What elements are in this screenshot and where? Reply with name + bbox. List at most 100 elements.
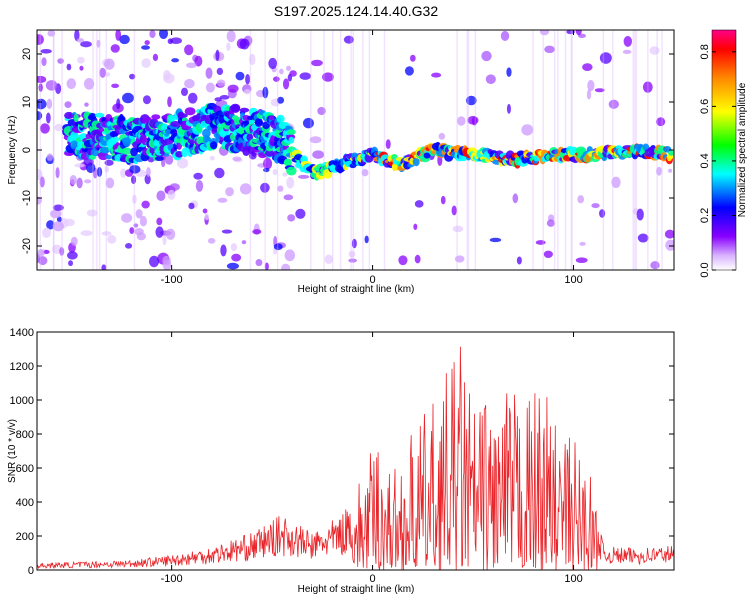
spectrogram-noise-blob [39, 176, 45, 188]
spectrogram-ytick-label: -20 [21, 238, 33, 254]
spectrogram-noise-blob [146, 166, 151, 177]
spectrogram-noise-blob [55, 167, 60, 179]
spectrogram-noise-blob [167, 96, 172, 108]
spectrogram-noise-blob [317, 106, 326, 116]
spectrogram-noise-blob [220, 244, 227, 257]
spectrogram-noise-blob [582, 63, 593, 71]
spectrogram-streak [352, 30, 355, 270]
spectrogram-noise-blob [111, 83, 120, 89]
spectrogram-noise-blob [49, 209, 62, 219]
snr-ytick-label: 1400 [10, 327, 34, 339]
spectrogram-noise-blob [45, 80, 58, 91]
spectrogram-noise-blob [235, 71, 245, 81]
spectrogram-noise-blob [489, 237, 502, 243]
spectrogram-noise-blob [506, 103, 511, 114]
spectrogram-ridge-blob [423, 152, 431, 159]
spectrogram-noise-blob [204, 213, 210, 221]
colorbar-ticks: 0.0 0.2 0.4 0.6 0.8 [699, 44, 736, 278]
spectrogram-noise-blob [227, 84, 239, 93]
spectrogram-noise-blob [225, 187, 234, 197]
spectrogram-noise-blob [413, 223, 418, 230]
spectrogram-ridge-blob [668, 150, 674, 156]
spectrogram-ridge-blob [239, 107, 250, 113]
spectrogram-noise-blob [165, 228, 176, 240]
spectrogram-noise-blob [180, 87, 188, 97]
spectrogram-noise-blob [586, 89, 592, 100]
spectrogram-noise-blob [454, 255, 465, 263]
snr-ytick-label: 0 [28, 565, 34, 577]
spectrogram-noise-blob [84, 102, 89, 107]
spectrogram-noise-blob [273, 243, 283, 251]
spectrogram-noise-blob [105, 72, 111, 77]
spectrogram-noise-blob [42, 227, 51, 238]
spectrogram-noise-blob [287, 214, 296, 222]
spectrogram-noise-blob [64, 101, 72, 108]
spectrogram-noise-blob [70, 236, 78, 246]
spectrogram-noise-blob [171, 58, 180, 63]
spectrogram-xtick-label: 100 [564, 274, 582, 286]
spectrogram-noise-blob [241, 240, 247, 245]
snr-series-line [37, 346, 674, 570]
spectrogram-noise-blob [282, 78, 290, 90]
spectrogram-noise-blob [599, 52, 612, 64]
spectrogram-noise-blob [302, 117, 314, 129]
spectrogram-noise-blob [260, 182, 270, 193]
spectrogram-noise-blob [272, 76, 280, 82]
spectrogram-noise-blob [135, 209, 143, 219]
spectrogram-noise-blob [451, 205, 457, 216]
spectrogram-noise-blob [575, 30, 582, 36]
spectrogram-ridge-blob [286, 166, 297, 176]
spectrogram-noise-blob [351, 238, 357, 249]
spectrogram-noise-blob [64, 218, 75, 227]
spectrogram-noise-blob [255, 259, 263, 267]
spectrogram-noise-blob [133, 223, 139, 228]
colorbar-label: Normalized spectral amplitude [737, 82, 748, 217]
spectrogram-noise-blob [248, 152, 257, 160]
snr-xtick-label: -100 [161, 573, 183, 585]
spectrogram-noise-blob [96, 167, 103, 177]
spectrogram-noise-blob [239, 38, 250, 50]
spectrogram-noise-blob [149, 30, 156, 39]
spectrogram-noise-blob [216, 79, 226, 87]
spectrogram-noise-blob [215, 49, 220, 61]
snr-xlabel: Height of straight line (km) [298, 584, 415, 595]
spectrogram-streak [323, 30, 325, 270]
spectrogram-noise-blob [243, 89, 251, 95]
spectrogram-noise-blob [37, 249, 45, 257]
spectrogram-noise-blob [80, 230, 93, 237]
spectrogram-noise-blob [177, 157, 189, 169]
spectrogram-noise-blob [129, 227, 135, 235]
spectrogram-noise-blob [656, 166, 662, 176]
spectrogram-noise-blob [361, 168, 369, 177]
spectrogram-noise-blob [546, 219, 555, 227]
spectrogram-noise-blob [456, 116, 466, 126]
spectrogram-streak [52, 30, 55, 270]
spectrogram-noise-blob [214, 97, 222, 102]
spectrogram-xlabel: Height of straight line (km) [298, 284, 415, 295]
spectrogram-noise-blob [169, 183, 180, 191]
spectrogram-noise-blob [167, 189, 176, 200]
spectrogram-noise-blob [636, 208, 644, 221]
spectrogram-noise-blob [202, 208, 208, 214]
spectrogram-noise-blob [594, 88, 605, 93]
spectrogram-noise-blob [205, 67, 213, 79]
spectrogram-noise-blob [566, 30, 575, 35]
spectrogram-ridge-blob [247, 145, 256, 155]
snr-ylabel: SNR (10 * v/v) [7, 419, 18, 483]
spectrogram-noise-blob [193, 172, 203, 180]
spectrogram-noise-blob [231, 253, 242, 262]
colorbar-tick-label: 0.2 [699, 208, 711, 223]
spectrogram-noise-blob [310, 59, 323, 67]
spectrogram-noise-blob [77, 56, 85, 64]
spectrogram-noise-blob [239, 183, 252, 195]
spectrogram-noise-blob [579, 241, 586, 246]
spectrogram-ridge-blob [170, 121, 182, 128]
snr-frame [36, 331, 675, 571]
spectrogram-noise-blob [69, 174, 77, 186]
spectrogram-noise-blob [282, 172, 288, 177]
spectrogram-noise-blob [86, 209, 98, 217]
spectrogram-noise-blob [162, 234, 167, 246]
spectrogram-noise-blob [107, 234, 117, 244]
